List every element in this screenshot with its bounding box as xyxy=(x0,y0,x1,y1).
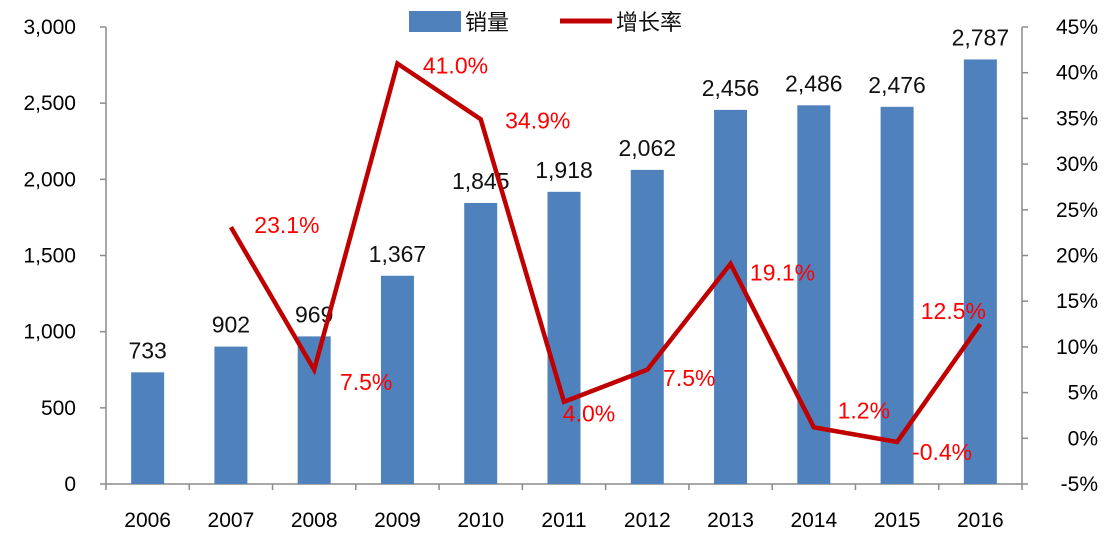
right-tick-label: -5% xyxy=(1061,473,1098,496)
bar xyxy=(963,59,997,485)
right-tick-label: 0% xyxy=(1068,427,1098,450)
left-tick-label: 0 xyxy=(64,473,76,496)
growth-rate-label: 7.5% xyxy=(340,369,392,395)
right-tick-label: 15% xyxy=(1056,290,1098,313)
x-tick-label: 2015 xyxy=(874,509,921,532)
x-tick-label: 2008 xyxy=(291,509,338,532)
right-tick-label: 30% xyxy=(1056,153,1098,176)
x-tick-label: 2009 xyxy=(374,509,421,532)
bar-series xyxy=(131,59,997,485)
right-tick-label: 10% xyxy=(1056,336,1098,359)
bar-value-label: 1,367 xyxy=(369,241,427,267)
left-tick-label: 2,500 xyxy=(23,92,76,115)
bar xyxy=(630,169,664,484)
right-axis-ticks: -5% 0% 5% 10% 15% 20% 25% 30% 35% 40% 45% xyxy=(1022,16,1098,496)
growth-rate-label: 12.5% xyxy=(921,298,986,324)
legend-swatch-sales xyxy=(409,11,461,32)
left-tick-label: 1,500 xyxy=(23,245,76,268)
left-tick-label: 1,000 xyxy=(23,321,76,344)
bar xyxy=(297,336,331,484)
x-tick-label: 2014 xyxy=(790,509,837,532)
legend-label-sales: 销量 xyxy=(465,11,509,36)
right-tick-label: 45% xyxy=(1056,16,1098,39)
bar xyxy=(131,372,165,484)
bar xyxy=(880,106,914,485)
x-tick-label: 2016 xyxy=(957,509,1004,532)
x-tick-label: 2007 xyxy=(208,509,255,532)
bar-value-label: 2,456 xyxy=(702,75,760,101)
x-tick-label: 2011 xyxy=(541,509,586,532)
x-axis-ticks: 2006 2007 2008 2009 2010 2011 2012 2013 2014 2015… xyxy=(105,484,1023,532)
growth-rate-label: 4.0% xyxy=(563,401,615,427)
right-tick-label: 25% xyxy=(1056,199,1098,222)
growth-rate-label: 34.9% xyxy=(505,107,570,133)
right-tick-label: 40% xyxy=(1056,62,1098,85)
growth-rate-label: 7.5% xyxy=(663,365,715,391)
growth-rate-label: 41.0% xyxy=(423,53,488,79)
growth-rate-label: -0.4% xyxy=(912,439,972,465)
bar xyxy=(714,109,748,485)
bar xyxy=(380,275,414,484)
legend-label-growth: 增长率 xyxy=(616,11,682,36)
growth-rate-data-labels: 23.1% 7.5% 41.0% 34.9% 4.0% 7.5% 19.1% 1.2% -0.4… xyxy=(254,53,986,465)
bar-value-label: 902 xyxy=(212,312,250,338)
bar xyxy=(464,202,498,484)
left-tick-label: 2,000 xyxy=(23,168,76,191)
right-tick-label: 20% xyxy=(1056,245,1098,268)
bar-value-label: 2,062 xyxy=(618,135,676,161)
left-tick-label: 500 xyxy=(41,397,76,420)
bar xyxy=(547,191,581,485)
bar-value-label: 2,787 xyxy=(952,24,1010,50)
right-tick-label: 35% xyxy=(1056,107,1098,130)
growth-rate-label: 23.1% xyxy=(254,212,319,238)
growth-rate-label: 1.2% xyxy=(838,397,890,423)
x-tick-label: 2012 xyxy=(624,509,671,532)
x-tick-label: 2013 xyxy=(707,509,754,532)
growth-rate-series xyxy=(228,59,983,445)
bar-value-label: 2,486 xyxy=(785,70,843,96)
bar xyxy=(214,346,248,484)
growth-rate-line xyxy=(228,59,983,445)
x-tick-label: 2010 xyxy=(457,509,504,532)
x-tick-label: 2006 xyxy=(124,509,171,532)
legend: 销量 增长率 xyxy=(409,11,682,36)
left-axis-ticks: 0 500 1,000 1,500 2,000 2,500 3,000 xyxy=(23,16,106,496)
bar-value-label: 733 xyxy=(128,337,166,363)
right-tick-label: 5% xyxy=(1068,382,1098,405)
bar xyxy=(797,105,831,485)
left-tick-label: 3,000 xyxy=(23,16,76,39)
bar-value-label: 1,918 xyxy=(535,157,593,183)
bar-value-label: 2,476 xyxy=(868,72,926,98)
growth-rate-label: 19.1% xyxy=(750,260,815,286)
